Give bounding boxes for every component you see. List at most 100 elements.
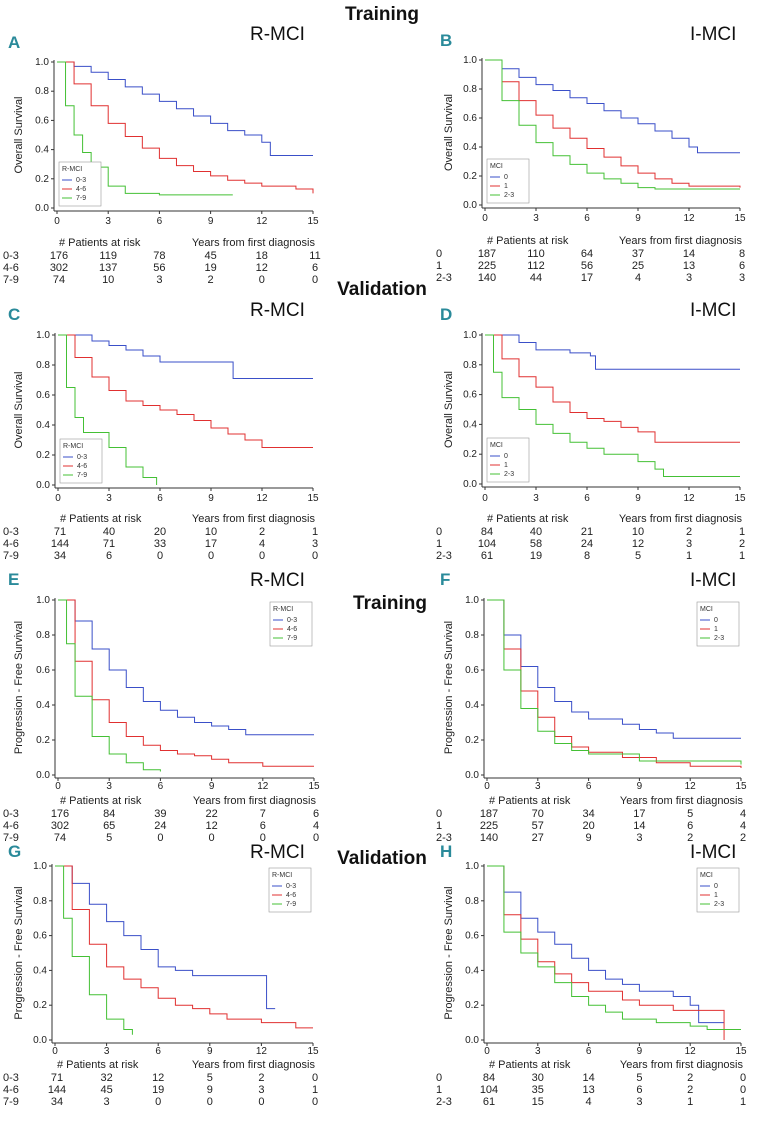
risk-count: 0 <box>312 274 318 286</box>
km-curve-1 <box>485 334 740 443</box>
panel-title: I-MCI <box>690 570 736 591</box>
x-axis-label: Years from first diagnosis <box>192 1059 316 1071</box>
risk-table-header: # Patients at risk <box>487 235 569 247</box>
legend-label: 7-9 <box>286 901 296 908</box>
risk-count: 5 <box>207 1072 213 1084</box>
x-tick-label: 12 <box>256 216 268 227</box>
risk-row-label: 4-6 <box>3 1084 19 1096</box>
risk-row-label: 1 <box>436 538 442 550</box>
x-tick-label: 15 <box>307 216 319 227</box>
panel-title: R-MCI <box>250 24 305 45</box>
legend-label: 0 <box>504 453 508 460</box>
legend: R-MCI 0-3 4-6 7-9 <box>268 867 312 913</box>
risk-table-header: # Patients at risk <box>487 513 569 525</box>
y-tick-label: 0.2 <box>35 174 49 185</box>
legend-title: R-MCI <box>63 443 83 450</box>
x-tick-label: 9 <box>635 493 641 504</box>
risk-count: 19 <box>204 262 216 274</box>
risk-count: 24 <box>581 538 593 550</box>
risk-count: 10 <box>632 526 644 538</box>
risk-count: 0 <box>207 1096 213 1108</box>
y-tick-label: 0.2 <box>463 171 477 182</box>
legend-label: 0-3 <box>286 883 296 890</box>
x-tick-label: 0 <box>54 216 60 227</box>
panel-letter: H <box>440 842 452 861</box>
risk-count: 1 <box>740 1096 746 1108</box>
risk-count: 0 <box>157 550 163 562</box>
y-axis-label: Overall Survival <box>13 371 25 448</box>
x-tick-label: 0 <box>484 1046 490 1057</box>
risk-count: 65 <box>103 820 115 832</box>
panel-E: E R-MCI 0.0 0.2 0.4 0.6 0.8 1.0 0 3 6 9 12 15 Progress… <box>3 570 320 844</box>
legend: R-MCI 0-3 4-6 7-9 <box>58 161 102 207</box>
y-tick-label: 0.0 <box>36 770 50 781</box>
risk-count: 6 <box>687 820 693 832</box>
x-tick-label: 3 <box>533 493 539 504</box>
x-tick-label: 12 <box>685 781 697 792</box>
risk-count: 1 <box>739 550 745 562</box>
km-curve-2-3 <box>487 599 742 765</box>
x-tick-label: 15 <box>735 781 747 792</box>
legend-title: MCI <box>490 163 503 170</box>
risk-count: 39 <box>154 808 166 820</box>
x-tick-label: 3 <box>535 781 541 792</box>
risk-count: 3 <box>739 272 745 284</box>
risk-count: 9 <box>586 832 592 844</box>
risk-count: 1 <box>739 526 745 538</box>
y-tick-label: 0.4 <box>465 965 479 976</box>
legend-label: 2-3 <box>714 901 724 908</box>
legend-label: 0 <box>714 883 718 890</box>
risk-count: 58 <box>530 538 542 550</box>
risk-count: 110 <box>527 248 545 260</box>
risk-count: 3 <box>258 1084 264 1096</box>
x-tick-label: 6 <box>157 493 163 504</box>
legend-label: 1 <box>714 892 718 899</box>
risk-count: 74 <box>53 274 65 286</box>
x-axis-label: Years from first diagnosis <box>619 513 743 525</box>
risk-table-header: # Patients at risk <box>60 513 142 525</box>
panel-title: R-MCI <box>250 300 305 321</box>
y-tick-label: 0.4 <box>33 965 47 976</box>
risk-count: 84 <box>481 526 493 538</box>
risk-count: 24 <box>154 820 166 832</box>
risk-count: 7 <box>260 808 266 820</box>
risk-count: 0 <box>209 832 215 844</box>
risk-count: 4 <box>635 272 641 284</box>
x-tick-label: 6 <box>158 781 164 792</box>
risk-count: 11 <box>309 250 320 262</box>
risk-row-label: 0-3 <box>3 1072 19 1084</box>
risk-count: 4 <box>740 808 746 820</box>
x-tick-label: 0 <box>55 781 61 792</box>
y-tick-label: 0.6 <box>465 665 479 676</box>
risk-count: 17 <box>205 538 217 550</box>
legend-box <box>486 158 530 204</box>
risk-count: 13 <box>683 260 695 272</box>
risk-count: 71 <box>54 526 66 538</box>
x-tick-label: 9 <box>207 1046 213 1057</box>
x-tick-label: 0 <box>484 781 490 792</box>
y-tick-label: 0.0 <box>465 1035 479 1046</box>
legend-title: MCI <box>490 442 503 449</box>
y-tick-label: 1.0 <box>465 861 479 872</box>
risk-count: 10 <box>102 274 114 286</box>
risk-count: 61 <box>483 1096 495 1108</box>
panel-letter: B <box>440 31 452 50</box>
km-curve-0 <box>485 334 740 370</box>
risk-count: 6 <box>636 1084 642 1096</box>
x-tick-label: 3 <box>105 216 111 227</box>
y-tick-label: 0.8 <box>465 630 479 641</box>
risk-count: 0 <box>740 1084 746 1096</box>
y-axis-label: Overall Survival <box>443 371 455 448</box>
y-tick-label: 1.0 <box>36 595 50 606</box>
legend-label: 0-3 <box>76 177 86 184</box>
x-tick-label: 6 <box>584 493 590 504</box>
legend-label: 7-9 <box>76 195 86 202</box>
y-tick-label: 0.2 <box>36 735 50 746</box>
legend-box <box>268 867 312 913</box>
section-heading: Validation <box>337 279 427 300</box>
legend-label: 7-9 <box>287 635 297 642</box>
